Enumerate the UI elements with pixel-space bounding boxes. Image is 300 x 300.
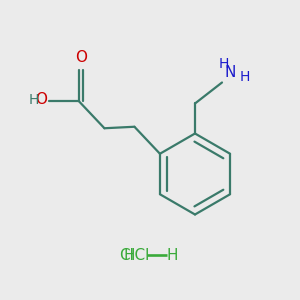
Text: HCl: HCl bbox=[123, 248, 150, 262]
Text: O: O bbox=[75, 50, 87, 65]
Text: H: H bbox=[239, 70, 250, 84]
Text: H: H bbox=[29, 93, 39, 107]
Text: N: N bbox=[224, 65, 236, 80]
Text: O: O bbox=[35, 92, 47, 107]
Text: H: H bbox=[218, 57, 229, 71]
Text: Cl: Cl bbox=[118, 248, 134, 262]
Text: H: H bbox=[167, 248, 178, 262]
